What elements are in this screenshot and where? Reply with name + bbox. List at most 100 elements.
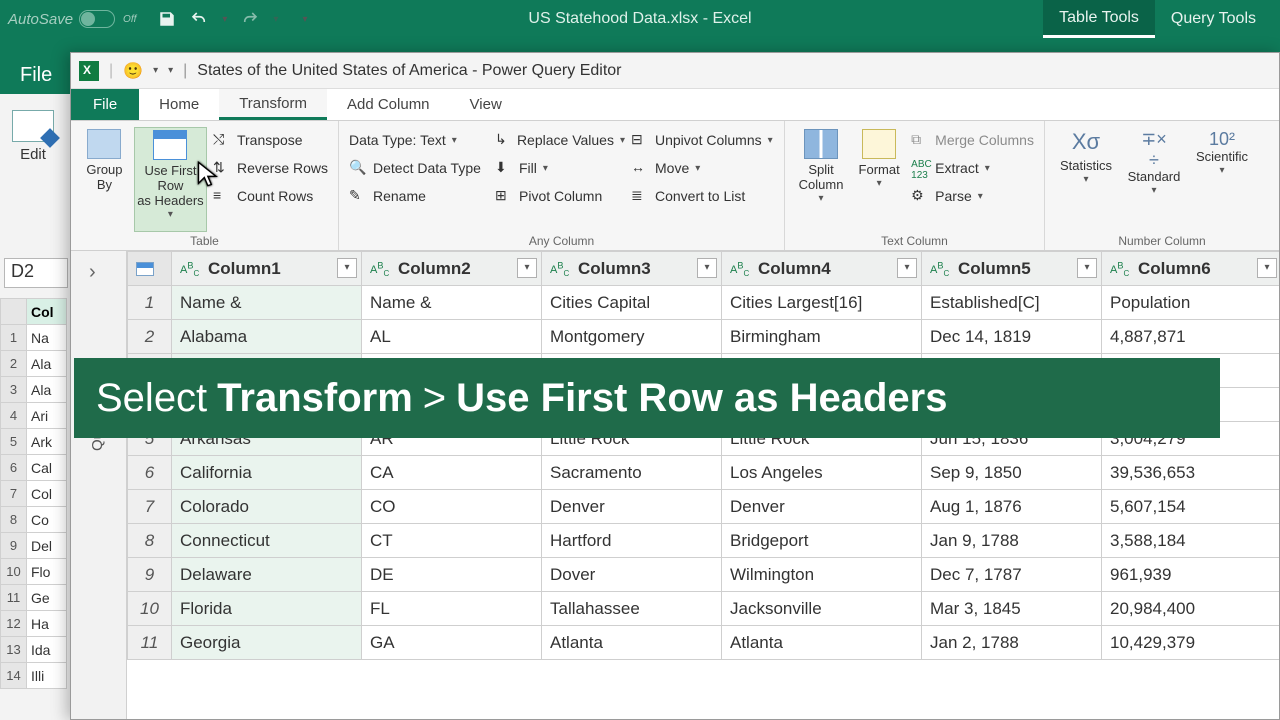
data-cell[interactable]: Connecticut xyxy=(172,524,362,558)
mini-cell[interactable]: Ala xyxy=(27,351,67,377)
column-header[interactable]: ABC Column3▾ xyxy=(542,252,722,286)
data-cell[interactable]: CA xyxy=(362,456,542,490)
undo-dropdown-icon[interactable]: ▾ xyxy=(222,14,227,25)
expand-queries-icon[interactable]: › xyxy=(89,261,96,284)
tab-table-tools[interactable]: Table Tools xyxy=(1043,0,1155,38)
redo-dropdown-icon[interactable]: ▾ xyxy=(273,14,278,25)
data-cell[interactable]: 3,588,184 xyxy=(1102,524,1280,558)
data-cell[interactable]: Tallahassee xyxy=(542,592,722,626)
data-cell[interactable]: Dover xyxy=(542,558,722,592)
redo-icon[interactable] xyxy=(241,10,259,28)
data-cell[interactable]: 961,939 xyxy=(1102,558,1280,592)
data-cell[interactable]: Aug 1, 1876 xyxy=(922,490,1102,524)
mini-row-num[interactable]: 6 xyxy=(1,455,27,481)
data-cell[interactable]: 39,536,653 xyxy=(1102,456,1280,490)
row-number[interactable]: 9 xyxy=(128,558,172,592)
data-cell[interactable]: Dec 14, 1819 xyxy=(922,320,1102,354)
mini-row-num[interactable]: 3 xyxy=(1,377,27,403)
merge-columns-button[interactable]: ⧉Merge Columns xyxy=(911,127,1034,153)
mini-row-num[interactable]: 10 xyxy=(1,559,27,585)
row-number[interactable]: 6 xyxy=(128,456,172,490)
data-cell[interactable]: 20,984,400 xyxy=(1102,592,1280,626)
mini-col-header[interactable]: Col xyxy=(27,299,67,325)
mini-cell[interactable]: Ha xyxy=(27,611,67,637)
column-filter-dropdown-icon[interactable]: ▾ xyxy=(337,258,357,278)
data-type-button[interactable]: Data Type: Text xyxy=(349,127,489,153)
column-header[interactable]: ABC Column5▾ xyxy=(922,252,1102,286)
data-cell[interactable]: Bridgeport xyxy=(722,524,922,558)
data-cell[interactable]: Denver xyxy=(542,490,722,524)
mini-row-num[interactable]: 8 xyxy=(1,507,27,533)
mini-cell[interactable]: Na xyxy=(27,325,67,351)
mini-cell[interactable]: Ala xyxy=(27,377,67,403)
grid-corner[interactable] xyxy=(128,252,172,286)
data-cell[interactable]: Atlanta xyxy=(722,626,922,660)
row-number[interactable]: 7 xyxy=(128,490,172,524)
use-first-row-as-headers-button[interactable]: Use First Row as Headers ▾ xyxy=(134,127,207,232)
data-cell[interactable]: Jan 2, 1788 xyxy=(922,626,1102,660)
data-cell[interactable]: AL xyxy=(362,320,542,354)
mini-row-num[interactable]: 4 xyxy=(1,403,27,429)
feedback-dropdown-icon[interactable]: ▾ xyxy=(153,65,158,76)
row-number[interactable]: 2 xyxy=(128,320,172,354)
column-header[interactable]: ABC Column2▾ xyxy=(362,252,542,286)
tab-query-tools[interactable]: Query Tools xyxy=(1155,0,1272,38)
qat-customize-icon[interactable]: ▾ xyxy=(302,14,307,25)
data-cell[interactable]: Denver xyxy=(722,490,922,524)
reverse-rows-button[interactable]: ⇅Reverse Rows xyxy=(213,155,328,181)
data-cell[interactable]: Population xyxy=(1102,286,1280,320)
standard-button[interactable]: ∓×÷ Standard▾ xyxy=(1123,127,1185,232)
data-cell[interactable]: Atlanta xyxy=(542,626,722,660)
data-cell[interactable]: Los Angeles xyxy=(722,456,922,490)
mini-cell[interactable]: Cal xyxy=(27,455,67,481)
data-cell[interactable]: 5,607,154 xyxy=(1102,490,1280,524)
data-cell[interactable]: 4,887,871 xyxy=(1102,320,1280,354)
data-cell[interactable]: Jacksonville xyxy=(722,592,922,626)
mini-cell[interactable]: Illi xyxy=(27,663,67,689)
data-cell[interactable]: Sacramento xyxy=(542,456,722,490)
data-cell[interactable]: Montgomery xyxy=(542,320,722,354)
data-cell[interactable]: Jan 9, 1788 xyxy=(922,524,1102,558)
column-header[interactable]: ABC Column1▾ xyxy=(172,252,362,286)
data-cell[interactable]: CT xyxy=(362,524,542,558)
data-cell[interactable]: Cities Capital xyxy=(542,286,722,320)
column-filter-dropdown-icon[interactable]: ▾ xyxy=(517,258,537,278)
data-cell[interactable]: CO xyxy=(362,490,542,524)
data-cell[interactable]: Dec 7, 1787 xyxy=(922,558,1102,592)
pivot-column-button[interactable]: ⊞Pivot Column xyxy=(495,183,625,209)
mini-cell[interactable]: Ark xyxy=(27,429,67,455)
mini-row-num[interactable]: 1 xyxy=(1,325,27,351)
data-cell[interactable]: Hartford xyxy=(542,524,722,558)
data-cell[interactable]: Georgia xyxy=(172,626,362,660)
move-button[interactable]: ↔Move xyxy=(631,155,781,181)
data-cell[interactable]: Delaware xyxy=(172,558,362,592)
row-number[interactable]: 11 xyxy=(128,626,172,660)
column-filter-dropdown-icon[interactable]: ▾ xyxy=(1257,258,1277,278)
convert-to-list-button[interactable]: ≣Convert to List xyxy=(631,183,781,209)
row-number[interactable]: 8 xyxy=(128,524,172,558)
extract-button[interactable]: ABC123Extract xyxy=(911,155,1034,181)
pq-tab-view[interactable]: View xyxy=(450,89,522,120)
data-cell[interactable]: 10,429,379 xyxy=(1102,626,1280,660)
mini-row-num[interactable]: 7 xyxy=(1,481,27,507)
column-filter-dropdown-icon[interactable]: ▾ xyxy=(1077,258,1097,278)
pq-tab-add-column[interactable]: Add Column xyxy=(327,89,450,120)
mini-cell[interactable]: Col xyxy=(27,481,67,507)
group-by-button[interactable]: Group By xyxy=(81,127,128,232)
data-cell[interactable]: GA xyxy=(362,626,542,660)
parse-button[interactable]: ⚙Parse xyxy=(911,183,1034,209)
feedback-smiley-icon[interactable]: 🙂 xyxy=(123,61,143,81)
data-cell[interactable]: Colorado xyxy=(172,490,362,524)
column-header[interactable]: ABC Column6▾ xyxy=(1102,252,1280,286)
data-cell[interactable]: Mar 3, 1845 xyxy=(922,592,1102,626)
data-cell[interactable]: Birmingham xyxy=(722,320,922,354)
mini-row-num[interactable]: 11 xyxy=(1,585,27,611)
unpivot-columns-button[interactable]: ⊟Unpivot Columns xyxy=(631,127,781,153)
data-cell[interactable]: Wilmington xyxy=(722,558,922,592)
mini-cell[interactable]: Flo xyxy=(27,559,67,585)
name-box[interactable]: D2 xyxy=(4,258,68,288)
replace-values-button[interactable]: ↳Replace Values xyxy=(495,127,625,153)
split-column-button[interactable]: Split Column▾ xyxy=(795,127,847,232)
autosave-switch-icon[interactable] xyxy=(79,10,115,28)
column-filter-dropdown-icon[interactable]: ▾ xyxy=(697,258,717,278)
